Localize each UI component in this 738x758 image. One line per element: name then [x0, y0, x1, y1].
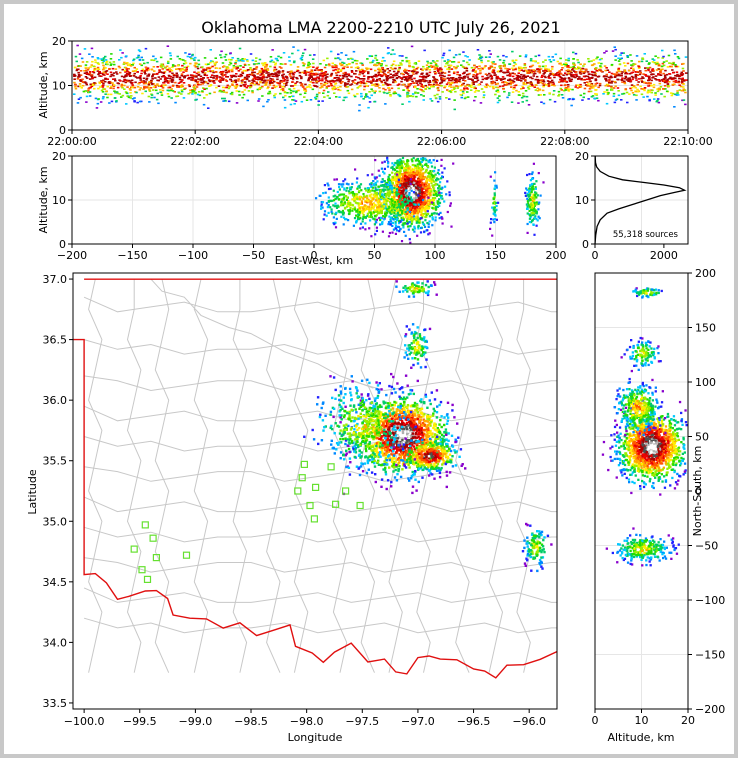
longitude-tick-label: −99.5 — [123, 715, 157, 728]
northsouth-axis-tick-label: 150 — [695, 322, 716, 335]
histogram-line — [594, 155, 687, 245]
altitude-xlabel-bottom: Altitude, km — [607, 731, 674, 744]
eastwest-axis-tick-label: −150 — [117, 249, 147, 262]
longitude-tick-label: −99.0 — [179, 715, 213, 728]
time-axis-tick-label: 22:00:00 — [47, 135, 96, 148]
eastwest-axis-tick-label: −100 — [178, 249, 208, 262]
latitude-tick-label: 34.5 — [43, 576, 68, 589]
plan-view-panel: Latitude Longitude −100.0 −99.5 −99.0 −98.5… — [26, 272, 558, 744]
altitude-eastwest-sources — [315, 156, 545, 244]
latitude-tick-label: 37.0 — [43, 273, 68, 286]
lma-station-marker — [182, 551, 191, 559]
northsouth-axis-tick-label: 200 — [695, 267, 716, 280]
northsouth-axis-tick-label: −100 — [695, 594, 725, 607]
altitude-axis-2-tick-label: 20 — [52, 150, 66, 163]
histogram-x-tick-label: 2000 — [650, 249, 678, 262]
eastwest-xlabel: East-West, km — [275, 254, 353, 267]
plan-view-sources — [303, 280, 553, 573]
lma-station-marker — [138, 566, 146, 574]
state-border — [73, 278, 557, 679]
longitude-tick-label: −97.0 — [401, 715, 435, 728]
lma-stations — [130, 460, 364, 584]
altitude-axis-2-tick-label: 10 — [52, 194, 66, 207]
northsouth-axis-tick-label: 100 — [695, 376, 716, 389]
northsouth-altitude-sources — [601, 287, 688, 567]
lma-station-marker — [298, 474, 306, 482]
time-axis-tick-label: 22:02:00 — [170, 135, 219, 148]
eastwest-axis-tick-label: 150 — [485, 249, 506, 262]
longitude-tick-label: −98.0 — [290, 715, 324, 728]
altitude-eastwest-panel: Altitude, km East-West, km −200 −150 −100 −… — [37, 150, 567, 267]
altitude-time-panel: Altitude, km 22:00:00 22:02:00 22:04:00 22:… — [37, 35, 713, 148]
figure-svg: Oklahoma LMA 2200-2210 UTC July 26, 2021… — [26, 18, 726, 744]
lma-station-marker — [300, 460, 308, 468]
lma-station-marker — [342, 487, 350, 495]
northsouth-axis-tick-label: −200 — [695, 703, 725, 716]
lma-station-marker — [332, 500, 340, 508]
eastwest-axis-tick-label: 50 — [368, 249, 382, 262]
lma-station-marker — [152, 553, 160, 562]
histogram-y-axis-tick-label: 10 — [575, 194, 589, 207]
altitude-axis-tick-label: 20 — [52, 35, 66, 48]
altitude-axis-bottom-tick-label: 20 — [681, 714, 695, 727]
latitude-tick-label: 36.5 — [43, 334, 68, 347]
latitude-tick-label: 35.5 — [43, 455, 68, 468]
time-axis-tick-label: 22:06:00 — [417, 135, 466, 148]
altitude-axis-bottom-tick-label: 10 — [635, 714, 649, 727]
lma-station-marker — [356, 501, 364, 510]
county-borders — [83, 278, 557, 673]
histogram-y-axis-tick-label: 0 — [582, 238, 589, 251]
lma-station-marker — [141, 521, 149, 529]
northsouth-ylabel: North-South, km — [691, 446, 704, 537]
figure: Oklahoma LMA 2200-2210 UTC July 26, 2021… — [4, 4, 734, 754]
lma-station-marker — [149, 534, 157, 542]
latitude-tick-label: 34.0 — [43, 636, 68, 649]
latitude-tick-label: 33.5 — [43, 697, 68, 710]
latitude-label: Latitude — [26, 469, 39, 515]
eastwest-axis-tick-label: 100 — [425, 249, 446, 262]
lma-station-marker — [294, 487, 302, 495]
lma-station-marker — [310, 515, 318, 523]
altitude-time-ylabel: Altitude, km — [37, 51, 50, 118]
longitude-label: Longitude — [288, 731, 343, 744]
northsouth-axis-tick-label: 0 — [695, 485, 702, 498]
eastwest-axis-tick-label: 0 — [311, 249, 318, 262]
lma-station-marker — [312, 483, 320, 491]
eastwest-axis-tick-label: 200 — [546, 249, 567, 262]
figure-title: Oklahoma LMA 2200-2210 UTC July 26, 2021 — [201, 18, 560, 37]
histogram-x-tick-label: 0 — [592, 249, 599, 262]
altitude-eastwest-ylabel: Altitude, km — [37, 166, 50, 233]
latitude-tick-label: 36.0 — [43, 394, 68, 407]
altitude-histogram-panel: 55,318 sources 0 2000 0 10 20 — [575, 150, 689, 262]
longitude-tick-label: −96.5 — [457, 715, 491, 728]
northsouth-axis-tick-label: −50 — [695, 540, 718, 553]
northsouth-altitude-panel: North-South, km Altitude, km 0 10 20−200 −1… — [592, 267, 726, 744]
eastwest-axis-tick-label: −50 — [242, 249, 265, 262]
lma-station-marker — [143, 575, 152, 584]
altitude-axis-bottom-tick-label: 0 — [592, 714, 599, 727]
histogram-y-axis-tick-label: 20 — [575, 150, 589, 163]
lma-station-marker — [306, 501, 314, 510]
time-axis-tick-label: 22:10:00 — [663, 135, 712, 148]
altitude-time-sources — [73, 44, 688, 112]
sources-count: 55,318 sources — [613, 230, 679, 240]
time-axis-tick-label: 22:08:00 — [540, 135, 589, 148]
lma-station-marker — [327, 463, 335, 471]
lma-station-marker — [130, 545, 138, 553]
longitude-tick-label: −96.0 — [512, 715, 546, 728]
longitude-tick-label: −97.5 — [345, 715, 379, 728]
time-axis-tick-label: 22:04:00 — [294, 135, 343, 148]
eastwest-axis-tick-label: −200 — [57, 249, 87, 262]
altitude-axis-tick-label: 0 — [59, 124, 66, 137]
longitude-tick-label: −98.5 — [234, 715, 268, 728]
altitude-axis-2-tick-label: 0 — [59, 238, 66, 251]
longitude-tick-label: −100.0 — [64, 715, 105, 728]
northsouth-axis-tick-label: −150 — [695, 649, 725, 662]
northsouth-axis-tick-label: 50 — [695, 431, 709, 444]
latitude-tick-label: 35.0 — [43, 515, 68, 528]
altitude-axis-tick-label: 10 — [52, 80, 66, 93]
